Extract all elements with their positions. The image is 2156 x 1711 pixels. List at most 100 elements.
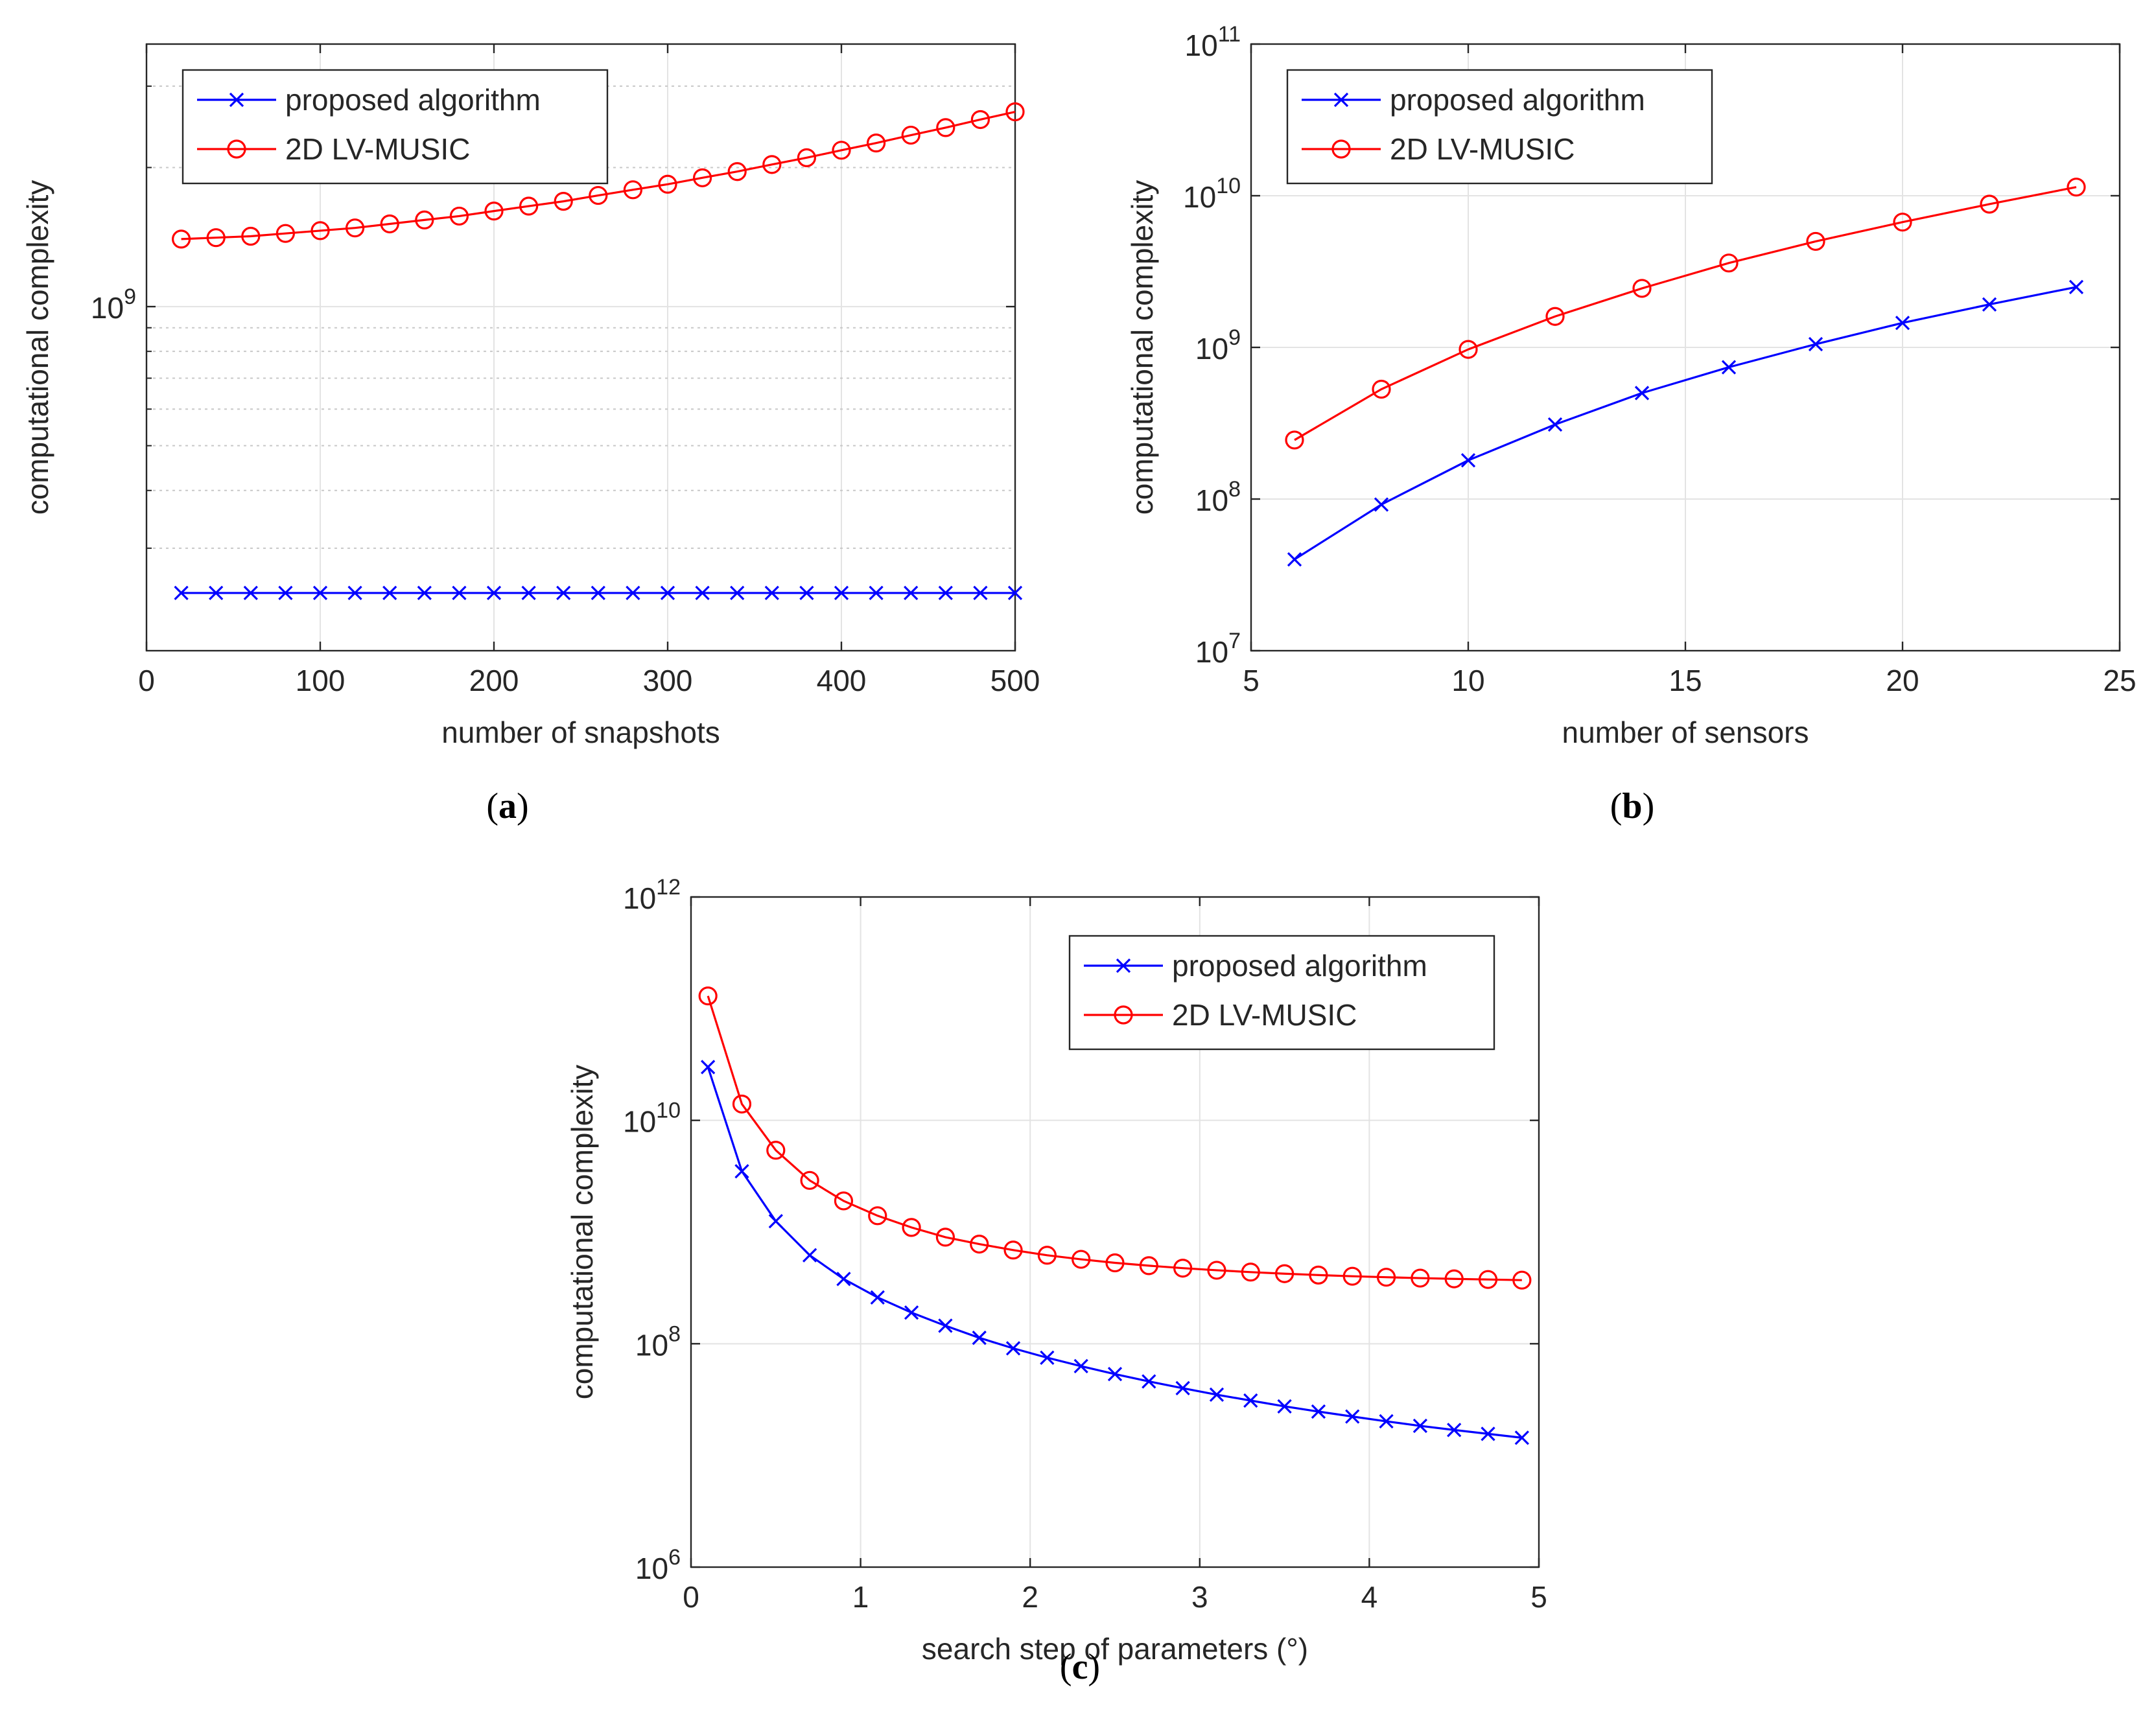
data-point [243, 585, 258, 601]
data-point [727, 162, 747, 181]
x-tick-label: 1 [852, 1580, 869, 1614]
data-point [797, 148, 817, 167]
legend-marker [1333, 92, 1349, 108]
data-point [1411, 1268, 1430, 1288]
y-tick-base: 10 [1195, 483, 1228, 517]
data-point [692, 168, 712, 187]
data-point [732, 1094, 752, 1114]
data-point [1285, 430, 1304, 450]
data-point [1632, 279, 1652, 298]
y-tick-exponent: 12 [656, 875, 681, 900]
data-point [1447, 1423, 1462, 1437]
data-point [904, 1305, 919, 1320]
legend: proposed algorithm 2D LV-MUSIC [1068, 935, 1495, 1051]
x-tick-label: 15 [1669, 664, 1702, 697]
data-point [521, 585, 536, 601]
legend-marker [1331, 139, 1351, 159]
axes-box [690, 896, 1540, 1568]
data-point [1005, 102, 1025, 122]
panel-caption: (b) [1610, 786, 1654, 826]
y-tick-base: 10 [91, 291, 124, 325]
data-point [1175, 1380, 1190, 1396]
data-point [1893, 213, 1912, 232]
data-point [1512, 1270, 1532, 1290]
x-axis-label: search step of parameters (°) [922, 1632, 1308, 1666]
y-tick-base: 10 [1195, 332, 1228, 366]
data-point [1277, 1399, 1292, 1414]
y-tick-base: 10 [635, 1328, 668, 1362]
data-point [1173, 1259, 1193, 1278]
x-tick-label: 3 [1191, 1580, 1208, 1614]
data-point [2067, 178, 2086, 197]
y-tick-exponent: 10 [1216, 174, 1241, 198]
y-tick-base: 10 [1185, 29, 1218, 62]
data-point [1105, 1253, 1125, 1273]
data-point [1345, 1409, 1360, 1424]
data-point [1309, 1265, 1328, 1285]
data-point [972, 1331, 987, 1345]
data-point [484, 202, 504, 221]
legend-marker [1116, 958, 1131, 973]
data-point [866, 134, 886, 153]
x-axis-label: number of sensors [1562, 716, 1809, 749]
legend-label: 2D LV-MUSIC [1390, 132, 1575, 166]
data-point [730, 585, 745, 601]
legend-label: proposed algorithm [1390, 83, 1645, 117]
y-tick-exponent: 9 [1228, 325, 1241, 350]
data-point [206, 228, 226, 248]
legend-label: 2D LV-MUSIC [285, 132, 470, 166]
x-tick-label: 100 [296, 664, 346, 697]
data-point [938, 1318, 953, 1333]
panel-caption: (a) [486, 786, 528, 826]
data-point [1444, 1269, 1464, 1288]
legend-label: proposed algorithm [1172, 949, 1427, 983]
y-axis-label: computational complexity [21, 180, 54, 515]
y-axis-label: computational complexity [1125, 180, 1159, 515]
data-point [174, 585, 189, 601]
data-point [1459, 340, 1478, 359]
data-point [1243, 1393, 1258, 1408]
data-point [2068, 279, 2084, 295]
data-point [1037, 1246, 1057, 1265]
y-tick-exponent: 11 [1218, 22, 1241, 47]
data-point [660, 585, 675, 601]
data-point [1982, 297, 1997, 312]
data-point [1241, 1263, 1260, 1282]
x-tick-label: 5 [1243, 664, 1260, 697]
data-point [452, 585, 467, 601]
data-point [970, 1234, 989, 1254]
y-tick-exponent: 7 [1228, 629, 1241, 653]
data-point [415, 210, 434, 229]
y-tick-exponent: 8 [668, 1321, 681, 1346]
data-point [1040, 1350, 1055, 1365]
series-line [181, 110, 1016, 240]
data-point [1311, 1404, 1326, 1419]
series-proposed [174, 585, 1023, 601]
data-point [1634, 386, 1650, 401]
y-tick-base: 10 [635, 1552, 668, 1585]
data-point [935, 1228, 955, 1247]
x-tick-label: 5 [1530, 1580, 1547, 1614]
data-point [312, 585, 328, 601]
data-point [1287, 552, 1302, 567]
data-point [800, 1170, 819, 1190]
y-axis-label: computational complexity [565, 1065, 599, 1399]
y-tick-exponent: 10 [656, 1099, 681, 1123]
series-line [1294, 186, 2077, 441]
data-point [1719, 253, 1739, 273]
data-point [764, 585, 779, 601]
data-point [589, 185, 608, 205]
data-point [1481, 1426, 1495, 1441]
series-lv-music [172, 102, 1025, 249]
x-tick-label: 25 [2103, 664, 2136, 697]
data-point [1547, 417, 1563, 432]
data-point [1374, 497, 1389, 512]
y-tick-base: 10 [1195, 635, 1228, 669]
legend-marker [1114, 1005, 1133, 1025]
series-lv-music [1285, 178, 2086, 450]
data-point [275, 224, 295, 243]
data-point [762, 155, 782, 174]
y-tick-label: 109 [91, 285, 136, 325]
data-point [1376, 1268, 1396, 1287]
